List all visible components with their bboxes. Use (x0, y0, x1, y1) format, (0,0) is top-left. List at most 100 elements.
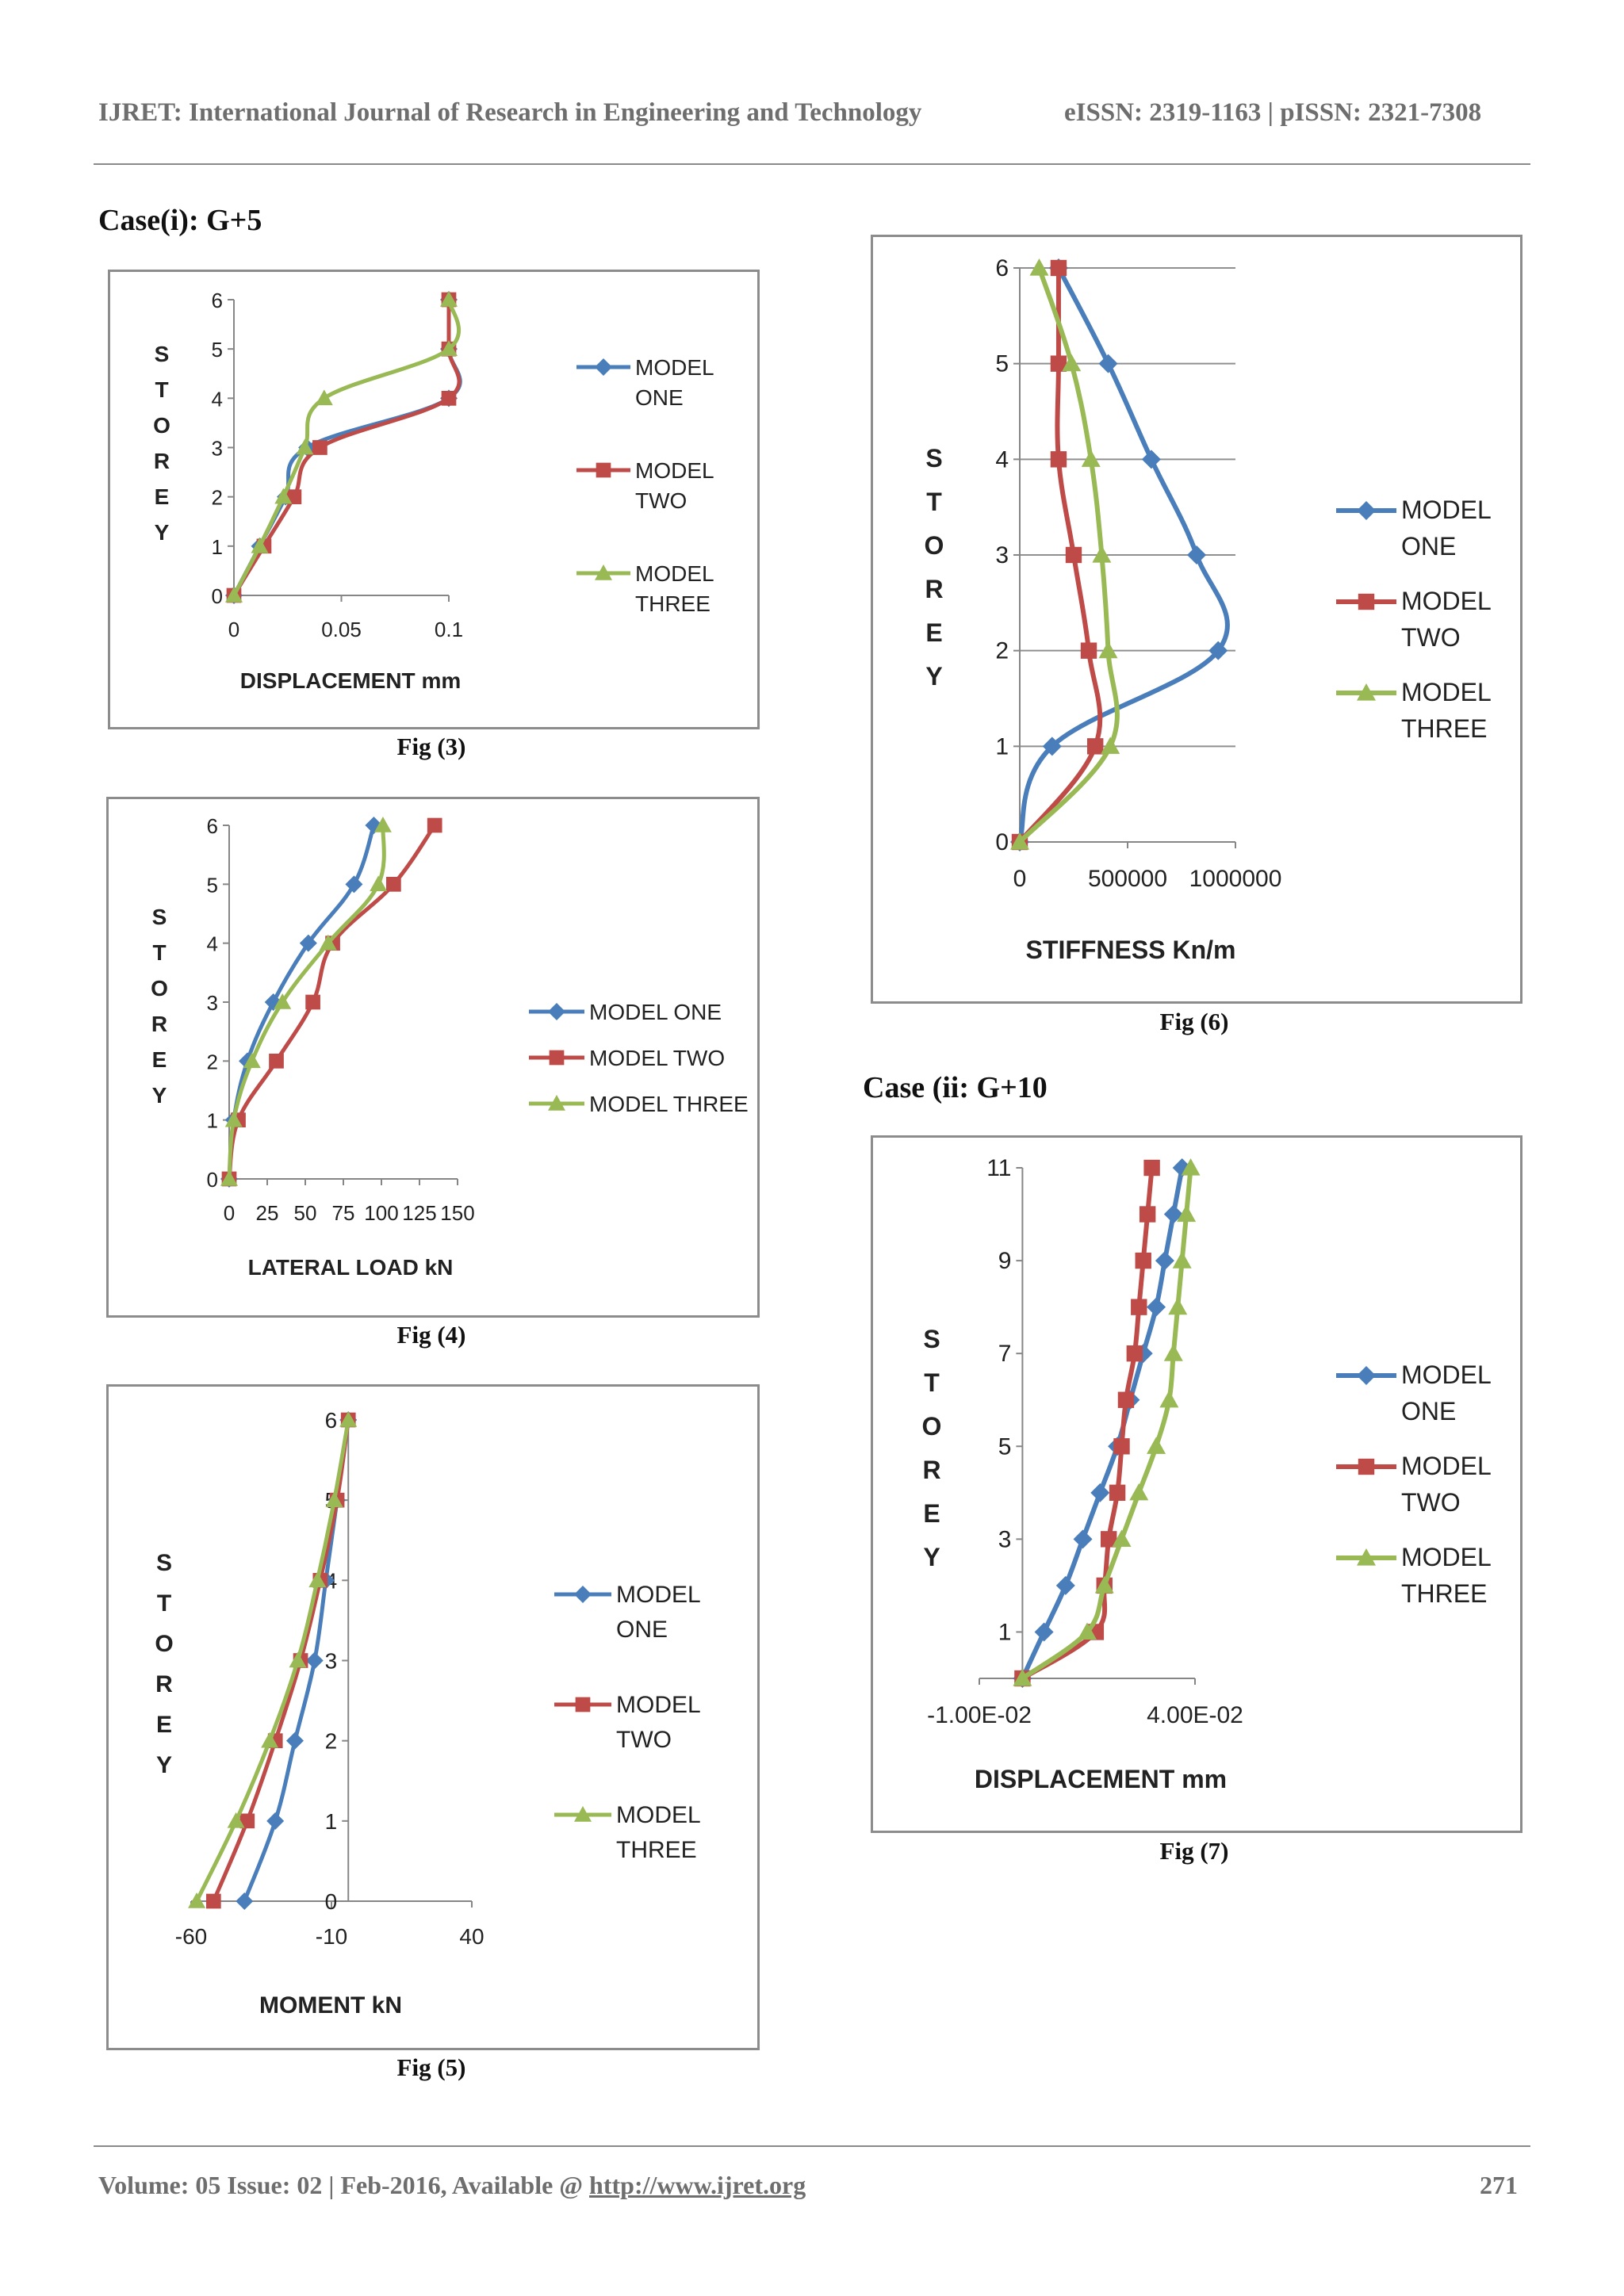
y-tick-label: 6 (995, 255, 1009, 281)
y-axis-title-letter: Y (925, 662, 942, 691)
data-point (1029, 258, 1049, 276)
legend-marker (1357, 1366, 1376, 1385)
y-axis-title-letter: R (925, 575, 943, 603)
data-point (1172, 1251, 1192, 1269)
data-point (1080, 642, 1097, 659)
x-tick-label: 4.00E-02 (1147, 1702, 1243, 1728)
x-tick-label: 0 (224, 1201, 235, 1225)
y-axis-title-letter: S (925, 444, 942, 473)
y-tick-label: 0 (212, 584, 223, 608)
data-point (224, 1111, 243, 1127)
data-point (269, 1053, 284, 1069)
x-axis-title: DISPLACEMENT mm (240, 668, 461, 693)
x-tick-label: 500000 (1088, 866, 1167, 892)
chart-fig3: 0 1 2 3 4 5 6 0 0.05 0.1 DISPLACEMENT mm S T O R E Y MODE… (108, 270, 760, 729)
x-tick-label: 100 (364, 1201, 398, 1225)
data-point (1010, 832, 1029, 850)
data-point (1126, 1345, 1143, 1362)
y-tick-label: 6 (212, 289, 223, 312)
data-point (1065, 546, 1082, 564)
y-tick-label: 5 (212, 338, 223, 362)
fig4-svg: 0 1 2 3 4 5 6 0 25 50 75 100 125 150 LATERAL LOAD kN ST… (151, 814, 749, 1280)
x-tick-label: 1000000 (1189, 866, 1282, 892)
y-axis-title-letter: O (922, 1412, 942, 1441)
data-point (261, 1732, 279, 1748)
data-point (1050, 259, 1067, 277)
section-case-2: Case (ii: G+10 (863, 1071, 1048, 1104)
data-point (1092, 545, 1112, 563)
x-tick-label: -10 (316, 1924, 347, 1949)
data-point (289, 1651, 307, 1668)
header-rule (94, 163, 1530, 165)
legend-label: TWO (1401, 623, 1461, 652)
y-tick-label: 5 (998, 1433, 1012, 1460)
data-point (1163, 1344, 1183, 1361)
legend-label: ONE (1401, 532, 1456, 561)
y-axis-title-letter: S (152, 905, 167, 929)
y-axis-title-letter: E (923, 1499, 940, 1528)
data-point (1187, 545, 1207, 564)
y-axis-title-letter: E (152, 1047, 167, 1072)
y-axis-title-letter: O (925, 531, 944, 560)
legend-label: MODEL (1401, 678, 1492, 706)
footer-rule (94, 2145, 1530, 2147)
series-line (227, 824, 437, 1180)
legend-marker (574, 1806, 592, 1822)
x-axis-title: DISPLACEMENT mm (975, 1765, 1227, 1793)
y-axis-title-letter: Y (923, 1543, 940, 1571)
data-point (1135, 1252, 1151, 1269)
data-point (1034, 1622, 1054, 1642)
y-tick-label: 11 (986, 1155, 1011, 1181)
legend-label: ONE (1401, 1397, 1456, 1425)
y-tick-label: 7 (998, 1341, 1012, 1367)
y-tick-label: 3 (325, 1649, 338, 1674)
y-tick-label: 9 (998, 1248, 1012, 1274)
y-axis-title-letter: E (925, 618, 942, 647)
legend-marker (1358, 1458, 1375, 1475)
data-point (319, 934, 337, 951)
data-point (1087, 738, 1104, 755)
footer-link[interactable]: http://www.ijret.org (589, 2171, 806, 2199)
x-axis-title: LATERAL LOAD kN (248, 1255, 454, 1280)
legend-label: MODEL (616, 1802, 701, 1828)
y-tick-label: 1 (998, 1619, 1012, 1645)
y-tick-label: 4 (995, 446, 1009, 473)
legend-marker (548, 1095, 565, 1111)
x-tick-label: 0.05 (321, 618, 362, 641)
data-point (1159, 1390, 1179, 1408)
data-point (251, 537, 269, 553)
legend-marker (575, 1697, 591, 1712)
data-point (227, 1812, 245, 1828)
data-point (1101, 1531, 1117, 1548)
legend-label: TWO (616, 1727, 672, 1753)
legend-label: MODEL (1401, 1360, 1492, 1389)
y-axis-title-letter: Y (155, 520, 170, 545)
page-number: 271 (1480, 2171, 1518, 2199)
data-point (440, 291, 458, 307)
legend-marker (596, 462, 611, 478)
legend-label: MODEL (1401, 1452, 1492, 1480)
legend-label: MODEL (1401, 496, 1492, 524)
y-tick-label: 5 (995, 351, 1009, 377)
data-point (305, 1651, 324, 1670)
data-point (205, 1893, 221, 1909)
data-point (188, 1892, 206, 1908)
y-axis-title-letter: E (155, 484, 170, 509)
x-tick-label: 25 (256, 1201, 279, 1225)
data-point (1147, 1437, 1166, 1454)
data-point (1081, 450, 1101, 467)
data-point (1055, 1575, 1075, 1595)
legend-label: MODEL (635, 458, 714, 483)
data-point (345, 875, 363, 894)
y-axis-title-letter: Y (156, 1752, 172, 1778)
y-axis-title-letter: R (154, 449, 170, 473)
x-axis-title: STIFFNESS Kn/m (1026, 936, 1236, 964)
data-point (299, 934, 317, 952)
legend-label: MODEL TWO (589, 1046, 725, 1070)
series-line (1021, 1167, 1155, 1681)
y-axis-title-letter: T (157, 1590, 171, 1617)
chart-fig6: 0 1 2 3 4 5 6 0 500000 1000000 STIFFNESS Kn/m S T O R E… (871, 235, 1522, 1004)
y-tick-label: 0 (207, 1168, 218, 1192)
data-point (386, 876, 401, 892)
